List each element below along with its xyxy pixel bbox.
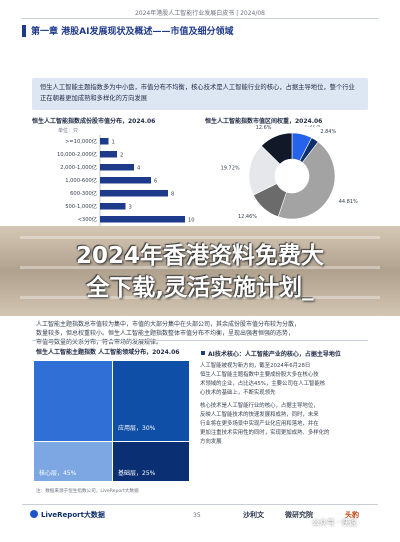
bar-category-label: 10,000-2,000亿	[57, 150, 97, 158]
right-chart-title: 恒生人工智能指数市值区间权重，2024.06	[205, 118, 323, 125]
side-line: 方向发展	[200, 439, 222, 445]
donut-label: 19.72%	[221, 166, 240, 172]
bar-value-label: 4	[137, 166, 141, 172]
bar	[100, 151, 117, 158]
donut-label: 12.46%	[238, 214, 257, 220]
bar	[100, 138, 109, 145]
body-line: 人工智能主题指数总市值较为集中，市值的大部分集中在头部公司，其余成份股市值分布较…	[36, 321, 301, 328]
document-header: 2024年港股人工智能行业发展白皮书 | 2024/08	[134, 10, 266, 17]
body-paragraph: 人工智能主题指数总市值较为集中，市值的大部分集中在头部公司，其余成份股市值分布较…	[36, 320, 366, 347]
chapter-title: 第一章 港股AI发展现状及概述——市值及细分领域	[31, 27, 234, 37]
side-line: 心技术的基础上，不断实现领先	[200, 390, 276, 396]
treemap-cell-base: 基础层，25%	[113, 442, 189, 481]
footer-logo-text: LiveReport大数据	[41, 511, 105, 519]
side-line: 术领域的企业，占比达45%，主要公司在人工智能核	[200, 381, 326, 387]
side-line: 恒生人工智能主题指数中主要成份股大多在核心技	[200, 372, 319, 378]
treemap-label: 核心层，45%	[39, 470, 77, 477]
treemap-label: 应用层，30%	[118, 425, 156, 432]
bar-value-label: 1	[112, 140, 115, 146]
donut-label: 12.6%	[256, 125, 272, 131]
side-line: 核心技术是人工智能行业的核心，占据主导地位，	[200, 403, 319, 409]
side-paragraph-1: 人工智能被视为新方向，截至2024年6月28日 恒生人工智能主题指数中主要成份股…	[200, 362, 370, 398]
summary-text: 恒生人工智能主题指数多为中小盘，市值分布不均衡，核心技术是人工智能行业的核心，占…	[40, 84, 355, 102]
partner-logo-3: 头豹	[345, 511, 359, 519]
body-line: 市值与数量的关系分布，符合市场的发展规律。	[36, 339, 163, 346]
left-chart-unit: 单位：只	[58, 128, 79, 134]
bar	[100, 190, 168, 197]
donut-label: 2.84%	[320, 129, 336, 135]
bar-category-label: 2,000-1,000亿	[60, 163, 97, 171]
partner-logo-2: 微研究院	[285, 511, 313, 519]
side-line: 反映人工智能技术的快速发展和成熟，同时，未来	[200, 412, 319, 418]
side-line: 人工智能被视为新方向，截至2024年6月28日	[200, 363, 311, 369]
bar-chart: >=10,000亿 1 10,000-2,000亿 2 2,000-1,000亿 4 1,0…	[57, 135, 195, 226]
bar-value-label: 3	[129, 205, 132, 211]
bar-category-label: 500-1,000亿	[65, 202, 97, 210]
bar-category-label: <300亿	[78, 215, 97, 223]
overlay-title: 2024年香港资料免费大 全下载,灵活实施计划_	[0, 240, 400, 304]
side-paragraph-2: 核心技术是人工智能行业的核心，占据主导地位， 反映人工智能技术的快速发展和成熟，…	[200, 402, 370, 447]
bar	[100, 164, 134, 171]
footer-divider	[22, 504, 378, 505]
bar	[100, 177, 151, 184]
donut-label: 7.57%	[304, 125, 320, 128]
watermark: 公众号 · 侠说	[312, 518, 357, 527]
summary-box: 恒生人工智能主题指数多为中小盘，市值分布不均衡，核心技术是人工智能行业的核心，占…	[32, 78, 368, 110]
donut-slice	[260, 132, 293, 165]
treemap-label: 基础层，25%	[118, 470, 156, 477]
treemap: 应用层，30% 核心层，45% 基础层，25%	[34, 361, 189, 481]
bar	[100, 203, 126, 210]
side-title: AI技术核心：人工智能产业的核心，占据主导地位	[208, 351, 341, 358]
bar	[100, 216, 185, 223]
faded-text-line	[20, 296, 380, 299]
bar-value-label: 8	[171, 192, 174, 198]
donut-slice	[277, 141, 336, 220]
treemap-source: 注：数据来源于恒生指数公司，LiveReport大数据	[36, 489, 139, 494]
logo-icon	[30, 510, 38, 518]
faded-text-line	[20, 236, 380, 239]
bar-value-label: 10	[188, 218, 195, 224]
footer-logo: LiveReport大数据	[30, 510, 105, 520]
bar-value-label: 2	[120, 153, 123, 159]
body-line: 数量较多，但总权重较小。恒生人工智能主题指数整体市值分布不均衡，呈现出强者恒强的…	[36, 330, 295, 337]
overlay-title-line-2: 全下载,灵活实施计划_	[86, 275, 314, 301]
page-number: 35	[193, 512, 201, 519]
treemap-cell-top-left	[34, 361, 112, 441]
bar-value-label: 6	[154, 179, 157, 185]
overlay-band	[0, 226, 400, 316]
treemap-title: 恒生人工智能主题指数 人工智能领域分布，2024.06	[36, 349, 180, 356]
side-marker	[201, 351, 205, 355]
donut-label: 44.81%	[339, 199, 358, 205]
section-divider	[32, 340, 368, 341]
treemap-cell-core: 核心层，45%	[34, 442, 112, 481]
partner-logo-1: 沙利文	[243, 511, 264, 519]
header-divider	[22, 18, 378, 19]
chapter-heading: 第一章 港股AI发展现状及概述——市值及细分领域	[22, 24, 378, 38]
faded-text-line	[20, 266, 380, 269]
bar-category-label: 600-300亿	[70, 189, 97, 197]
chapter-marker	[22, 25, 26, 37]
side-line: 行业将在更多场景中实现产业化应用和落地，并在	[200, 421, 319, 427]
side-line: 更加注重技术实用性的同时，实现更加成熟、多样化的	[200, 430, 330, 436]
left-chart-title: 恒生人工智能指数成份股市值分布，2024.06	[32, 118, 156, 125]
overlay-title-line-1: 2024年香港资料免费大	[75, 243, 324, 269]
donut-chart: 7.57%2.84% 44.81% 12.46% 19.72% 12.6%	[221, 125, 358, 220]
treemap-cell-application: 应用层，30%	[113, 361, 189, 441]
bar-category-label: 1,000-600亿	[65, 176, 97, 184]
bar-category-label: >=10,000亿	[65, 137, 97, 145]
